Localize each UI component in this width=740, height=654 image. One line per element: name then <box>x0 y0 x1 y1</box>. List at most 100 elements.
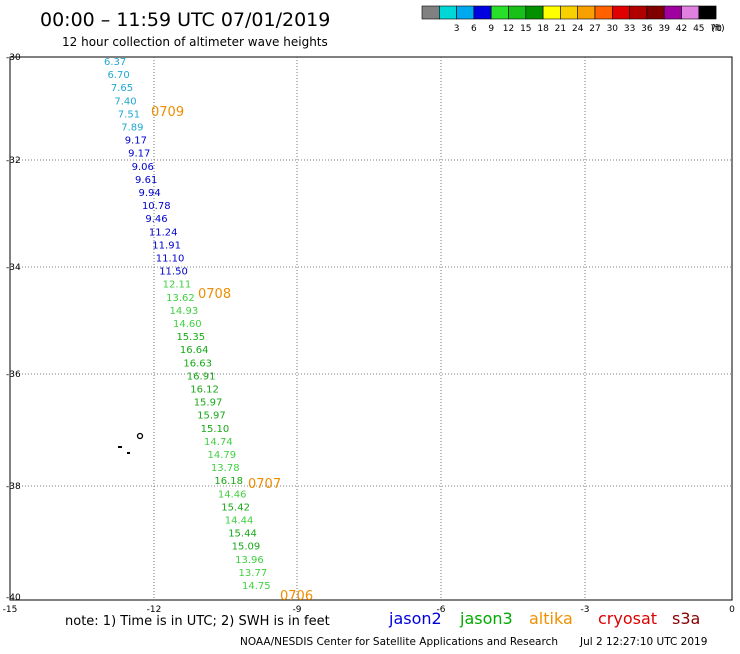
footer-timestamp: Jul 2 12:27:10 UTC 2019 <box>579 636 707 648</box>
axis-labels: -15 -12 -9 -6 -3 0-30-32-34-36-38-40 <box>3 53 735 615</box>
wave-height-value: 14.93 <box>170 306 199 317</box>
scale-swatch <box>490 5 509 20</box>
wave-height-value: 6.70 <box>107 70 129 81</box>
wave-height-value: 9.94 <box>139 188 161 199</box>
scale-label: 45 <box>693 24 704 34</box>
wave-height-value: 9.61 <box>135 175 157 186</box>
wave-height-value: 9.17 <box>125 136 147 147</box>
y-tick-label: -38 <box>6 482 21 492</box>
scale-swatch <box>577 5 596 20</box>
y-tick-label: -30 <box>6 53 21 63</box>
y-tick-label: -40 <box>6 593 21 603</box>
scale-swatch <box>611 5 630 20</box>
time-label: 0706 <box>280 589 313 604</box>
wave-height-value: 15.44 <box>228 529 257 540</box>
scale-label: 39 <box>658 24 670 34</box>
scale-label: 18 <box>537 24 549 34</box>
scale-label: 9 <box>488 24 494 34</box>
wave-height-value: 15.42 <box>221 502 250 513</box>
wave-height-value: 16.12 <box>190 385 219 396</box>
wave-height-value: 15.09 <box>232 542 261 553</box>
map-frame: 6.37 6.70 7.65 7.40 7.51 7.89 9.17 9.17 9.06 9.61… <box>9 56 733 604</box>
wave-height-observations: 6.37 6.70 7.65 7.40 7.51 7.89 9.17 9.17 9.06 9.61… <box>104 57 271 592</box>
legend-cryosat: cryosat <box>598 609 657 628</box>
coastline <box>118 432 144 454</box>
wave-height-value: 15.10 <box>201 424 230 435</box>
scale-label: 33 <box>624 24 635 34</box>
wave-height-value: 11.24 <box>149 227 178 238</box>
time-label: 0707 <box>248 477 281 492</box>
legend-altika: altika <box>529 609 573 628</box>
x-tick-label: -12 <box>147 605 162 615</box>
y-tick-label: -36 <box>6 370 21 380</box>
scale-swatch <box>681 5 700 20</box>
wave-height-value: 7.65 <box>111 83 133 94</box>
scale-label: 70 <box>710 24 722 34</box>
y-tick-label: -32 <box>6 156 21 166</box>
wave-height-value: 13.77 <box>239 568 268 579</box>
wave-height-value: 7.89 <box>121 123 143 134</box>
wave-height-value: 14.60 <box>173 319 202 330</box>
scale-label: 24 <box>572 24 584 34</box>
scale-swatch <box>473 5 492 20</box>
wave-height-value: 10.78 <box>142 201 171 212</box>
y-tick-label: -34 <box>6 263 21 273</box>
time-labels: 0709 0708 0707 0706 <box>151 105 313 604</box>
satellite-legend: jason2 jason3 altika cryosat s3a <box>388 609 700 628</box>
wave-height-value: 16.64 <box>180 345 209 356</box>
wave-height-value: 13.62 <box>166 293 195 304</box>
wave-height-value: 11.50 <box>159 267 188 278</box>
island-marker <box>127 452 130 454</box>
x-tick-label: -9 <box>293 605 302 615</box>
wave-height-value: 14.75 <box>242 581 271 592</box>
time-label: 0708 <box>198 287 231 302</box>
scale-label: 27 <box>589 24 600 34</box>
scale-label: 15 <box>520 24 531 34</box>
wave-height-value: 15.97 <box>194 398 223 409</box>
wave-height-value: 9.06 <box>132 162 154 173</box>
scale-swatch <box>646 5 665 20</box>
wave-height-value: 9.46 <box>145 214 167 225</box>
wave-height-value: 15.35 <box>176 332 205 343</box>
x-tick-label: 0 <box>729 605 735 615</box>
wave-height-value: 12.11 <box>163 280 192 291</box>
wave-height-value: 15.97 <box>197 411 226 422</box>
x-tick-label: -6 <box>437 605 446 615</box>
map-grid <box>10 57 732 600</box>
color-scale-bar: 3 6 9 12 15 18 21 24 27 30 33 36 39 42 45 70(ft) <box>421 5 725 34</box>
scale-swatch <box>594 5 613 20</box>
scale-label: 6 <box>471 24 477 34</box>
wave-height-value: 16.18 <box>214 476 243 487</box>
time-label: 0709 <box>151 105 184 120</box>
wave-height-value: 11.91 <box>152 240 181 251</box>
footer-note: note: 1) Time is in UTC; 2) SWH is in fe… <box>65 614 330 629</box>
wave-height-value: 14.79 <box>208 450 237 461</box>
scale-swatch <box>542 5 561 20</box>
scale-swatch <box>560 5 579 20</box>
scale-label: 42 <box>676 24 687 34</box>
wave-height-value: 14.74 <box>204 437 233 448</box>
page-title: 00:00 – 11:59 UTC 07/01/2019 <box>40 9 330 31</box>
scale-swatch <box>525 5 544 20</box>
scale-label: 36 <box>641 24 653 34</box>
island-marker <box>136 432 144 440</box>
scale-swatch <box>629 5 648 20</box>
x-tick-label: -3 <box>581 605 590 615</box>
wave-height-value: 13.78 <box>211 463 240 474</box>
wave-height-value: 6.37 <box>104 57 126 68</box>
scale-swatch <box>698 5 717 20</box>
legend-jason3: jason3 <box>459 609 513 628</box>
scale-label: 3 <box>454 24 460 34</box>
footer-credit: NOAA/NESDIS Center for Satellite Applica… <box>240 636 558 648</box>
map-border <box>9 56 733 601</box>
scale-swatch <box>438 5 457 20</box>
x-tick-label: -15 <box>3 605 18 615</box>
legend-s3a: s3a <box>672 609 700 628</box>
scale-unit: (ft) <box>711 24 725 34</box>
wave-height-value: 13.96 <box>235 555 264 566</box>
wave-height-value: 11.10 <box>156 254 185 265</box>
scale-label: 30 <box>607 24 619 34</box>
legend-jason2: jason2 <box>388 609 442 628</box>
